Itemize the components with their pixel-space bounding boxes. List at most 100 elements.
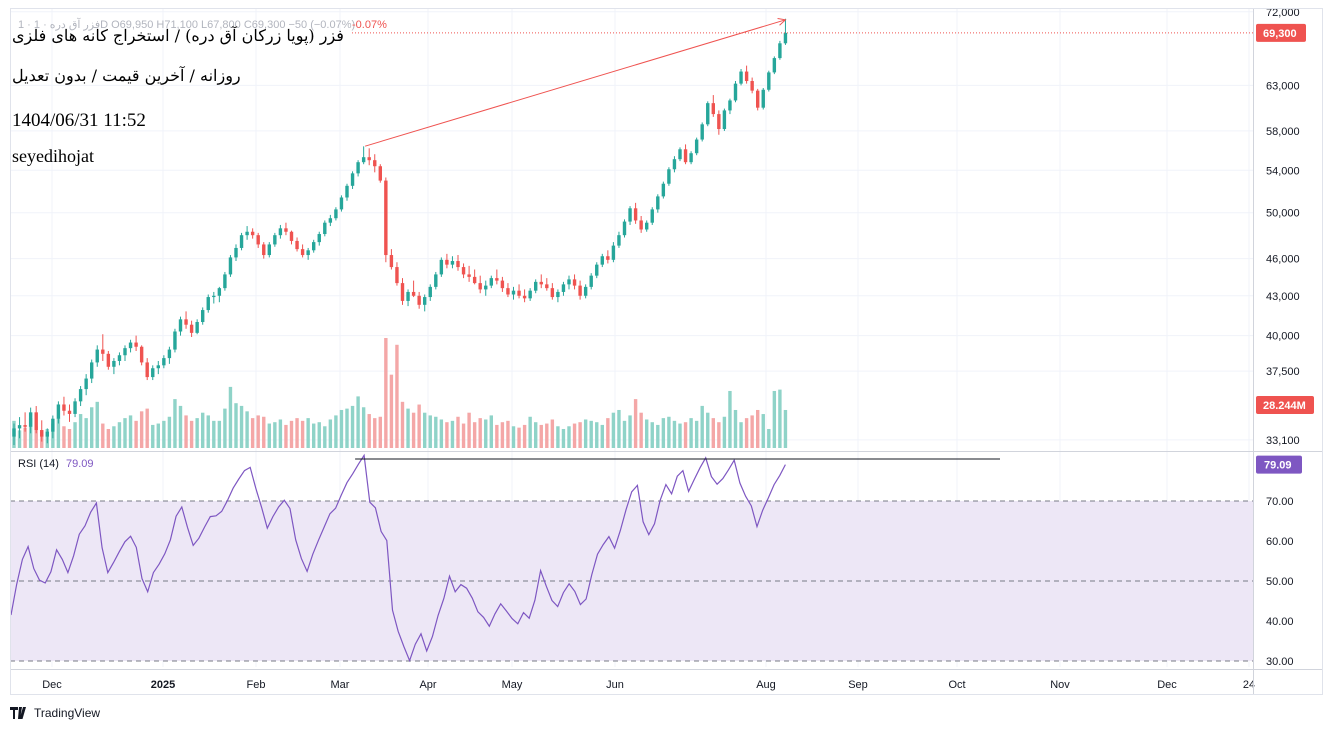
candle-body (778, 43, 782, 59)
candle-body (151, 368, 155, 378)
volume-bar (467, 412, 471, 448)
rsi-pane[interactable] (10, 453, 1253, 663)
volume-bar (167, 416, 172, 448)
volume-bar (339, 409, 344, 448)
candle-body (245, 231, 249, 236)
candle-body (767, 72, 771, 90)
volume-bar (556, 426, 560, 448)
price-axis[interactable]: 33,100 37,500 40,000 43,000 46,000 50,000 54,0… (1256, 7, 1314, 447)
candle-body (28, 412, 33, 427)
volume-bar (633, 399, 638, 448)
candle-body (295, 240, 299, 250)
candle-body (772, 58, 777, 73)
candle-body (223, 274, 227, 289)
volume-bar (683, 422, 688, 448)
candle-body (600, 256, 604, 265)
volume-bar (717, 422, 721, 448)
volume-bar (656, 424, 660, 448)
time-axis[interactable]: Dec 2025 Feb Mar Apr May Jun Aug Sep Oct Nov Dec 24 (42, 679, 1255, 691)
volume-bar (434, 416, 438, 448)
volume-bar (645, 419, 649, 448)
rsi-value-label: 79.09 (1264, 460, 1292, 472)
candle-body (112, 360, 116, 367)
candle-body (201, 310, 205, 323)
volume-bar (411, 412, 416, 448)
candle-body (472, 276, 477, 284)
tradingview-logo-icon (10, 707, 26, 719)
volume-bar (539, 424, 543, 448)
candle-body (56, 404, 61, 419)
candle-body (578, 285, 582, 296)
volume-bar (500, 422, 505, 448)
volume-bar (756, 409, 760, 448)
candle-body (417, 295, 421, 305)
volume-bar (694, 420, 699, 448)
candle-body (406, 291, 410, 301)
candle-body (101, 349, 105, 354)
volume-bar (567, 426, 571, 448)
candle-body (733, 83, 738, 101)
volume-bar (583, 419, 588, 448)
volume-bar (689, 418, 693, 448)
volume-label: 28.244M (1263, 400, 1306, 412)
price-tick-label: 46,000 (1266, 254, 1300, 266)
volume-bar (728, 390, 732, 448)
candle-body (423, 297, 427, 305)
volume-bar (312, 423, 316, 448)
candle-body (250, 231, 255, 236)
candle-body (400, 283, 405, 301)
candle-body (534, 281, 538, 291)
volume-bar (478, 418, 482, 448)
time-tick-label: Dec (42, 679, 62, 691)
time-tick-label: Dec (1157, 679, 1177, 691)
volume-bar (439, 419, 444, 448)
candle-body (617, 235, 621, 246)
time-tick-label: Sep (848, 679, 868, 691)
candle-body (633, 208, 638, 221)
volume-bar (661, 418, 666, 448)
volume-bar (672, 420, 677, 448)
volume-bar (484, 419, 488, 448)
rsi-tick-label: 70.00 (1266, 496, 1294, 508)
candle-body (545, 284, 549, 289)
candle-body (717, 114, 721, 130)
volume-bar (73, 422, 77, 448)
volume-bar (300, 420, 305, 448)
volume-bar (733, 409, 738, 448)
volume-bar (428, 415, 432, 448)
volume-bar (417, 404, 421, 448)
volume-bar (589, 420, 593, 448)
volume-bar (267, 423, 271, 448)
candle-body (256, 235, 260, 245)
volume-bar (423, 412, 427, 448)
candle-body (278, 228, 283, 236)
rsi-axis[interactable]: 30.00 40.00 50.00 60.00 70.00 79.09 (1256, 455, 1302, 668)
volume-bar (145, 408, 149, 448)
volume-bar (628, 415, 632, 448)
candle-body (528, 290, 532, 299)
price-tick-label: 33,100 (1266, 435, 1300, 447)
candle-body (728, 100, 732, 111)
candle-body (667, 169, 671, 184)
candle-body (783, 32, 788, 44)
candle-body (234, 247, 238, 258)
candle-body (467, 274, 471, 277)
chart-timestamp: 1404/06/31 11:52 (12, 110, 146, 131)
candle-body (672, 159, 677, 170)
volume-bar (700, 405, 704, 448)
candle-body (595, 264, 599, 276)
candle-body (345, 185, 349, 198)
volume-bar (511, 426, 516, 448)
volume-bar (17, 430, 22, 448)
tradingview-logo[interactable]: TradingView (10, 706, 100, 720)
volume-bar (378, 416, 382, 448)
candle-body (706, 103, 710, 125)
volume-bar (445, 422, 449, 448)
candle-body (323, 222, 327, 235)
candle-body (173, 331, 177, 350)
candle-body (195, 322, 199, 333)
candle-body (267, 244, 271, 256)
candle-body (273, 235, 277, 245)
time-tick-label: Oct (948, 679, 965, 691)
